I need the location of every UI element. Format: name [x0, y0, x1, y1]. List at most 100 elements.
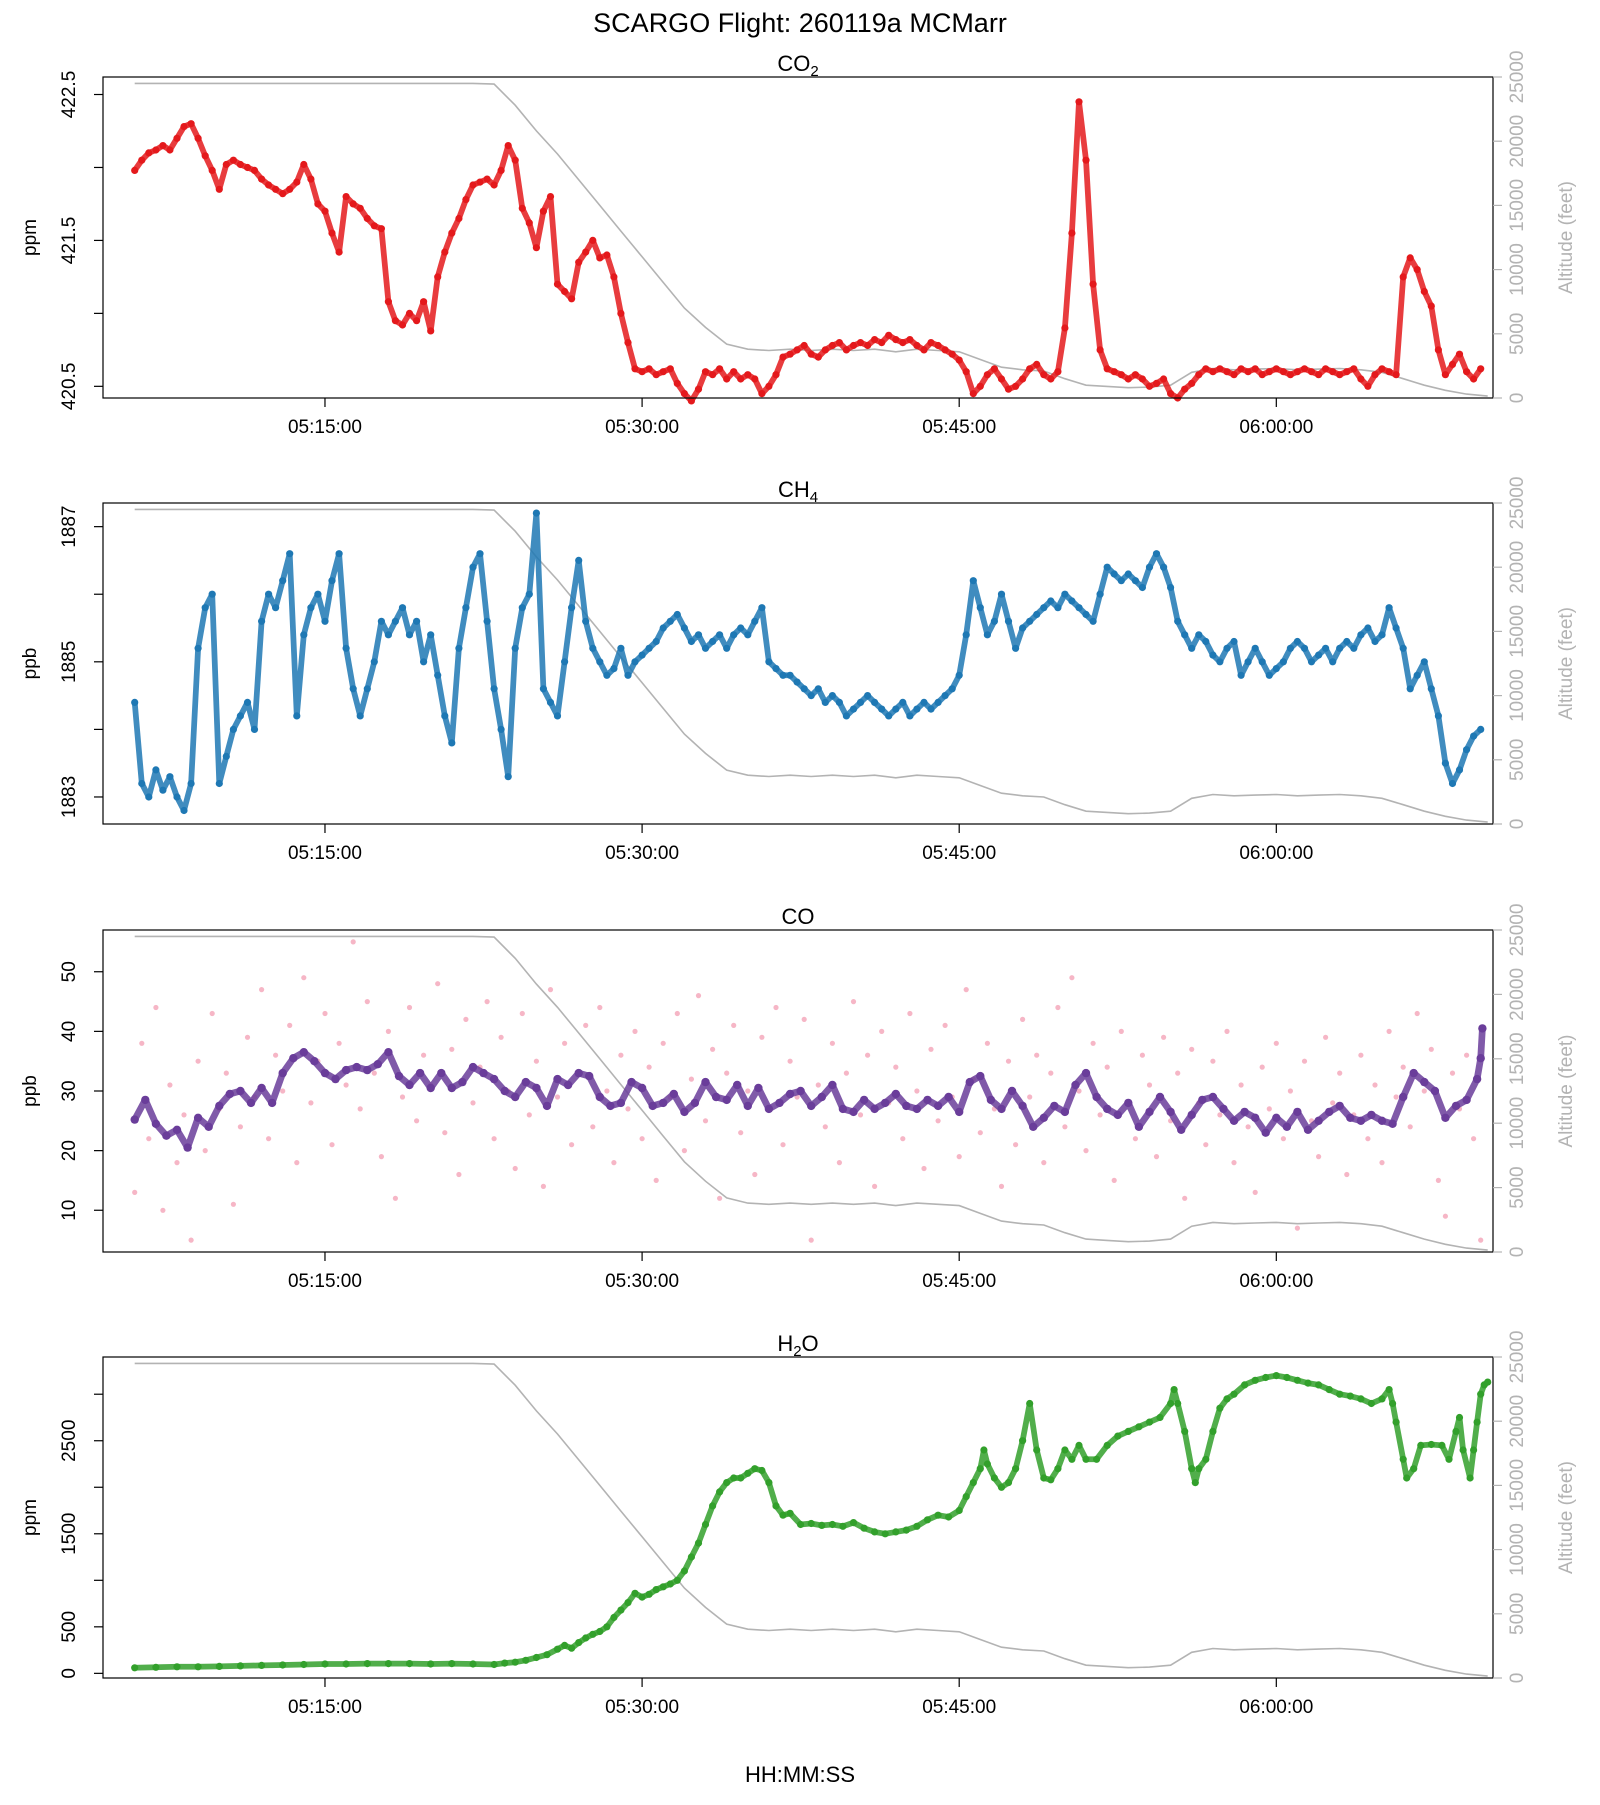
- x-tick-label: 05:45:00: [922, 417, 996, 438]
- data-point: [540, 1183, 547, 1189]
- data-point: [1238, 1082, 1244, 1088]
- data-point: [1471, 1136, 1477, 1142]
- x-tick-label: 06:00:00: [1239, 843, 1313, 864]
- data-point: [350, 939, 356, 945]
- data-point: [1280, 1136, 1286, 1142]
- data-point: [547, 987, 554, 993]
- data-point: [787, 1058, 793, 1064]
- data-point: [301, 975, 307, 981]
- altitude-line: [134, 82, 1488, 397]
- data-point: [653, 1177, 659, 1183]
- data-point: [646, 1064, 652, 1070]
- data-point: [512, 1165, 518, 1172]
- data-point: [984, 1040, 991, 1046]
- data-point: [1435, 1177, 1441, 1183]
- y2-tick-label: 15000: [1507, 1459, 1528, 1512]
- data-point: [1316, 1154, 1322, 1160]
- data-point: [914, 1088, 920, 1094]
- data-point: [1344, 1171, 1350, 1178]
- y2-axis-label: Altitude (feet): [1556, 181, 1577, 294]
- y-tick-label: 20: [59, 1140, 80, 1161]
- data-point: [1182, 1195, 1188, 1201]
- data-point: [893, 1064, 899, 1070]
- panel-3: CO 05:15:00 05:30:00 05:45:00 06:00:00 10 20 30…: [20, 904, 1577, 1292]
- series-2: [130, 1024, 1487, 1152]
- data-point: [1217, 1112, 1223, 1118]
- plot-frame: [102, 502, 1494, 825]
- data-point: [717, 1195, 723, 1201]
- data-point: [865, 1052, 871, 1058]
- data-point: [1161, 1034, 1167, 1040]
- data-point: [1273, 1040, 1279, 1046]
- data-point: [195, 1058, 201, 1064]
- data-point: [702, 1118, 709, 1124]
- data-point: [554, 1094, 561, 1100]
- data-point: [1020, 1016, 1026, 1023]
- y2-tick-label: 5000: [1507, 1593, 1528, 1635]
- data-point: [294, 1160, 300, 1166]
- data-point: [1449, 1070, 1456, 1076]
- panel-title-suffix: O: [802, 1331, 819, 1356]
- data-point: [378, 1154, 384, 1160]
- data-point: [414, 1118, 420, 1124]
- data-point: [815, 1082, 821, 1088]
- data-point: [1041, 1160, 1047, 1166]
- panel-title: CO: [782, 904, 815, 929]
- data-point: [153, 1004, 159, 1011]
- panel-title-main: CO: [782, 904, 815, 929]
- series-trace: [131, 1372, 1491, 1671]
- plot-frame: [102, 76, 1494, 399]
- x-tick-label: 05:45:00: [922, 1271, 996, 1292]
- data-point: [724, 1070, 730, 1076]
- data-point: [1005, 1058, 1012, 1064]
- data-point: [632, 1028, 638, 1034]
- series-1: [131, 98, 1485, 405]
- data-point: [1111, 1177, 1117, 1183]
- altitude-line: [134, 1362, 1488, 1677]
- data-point: [963, 987, 969, 993]
- x-tick-label: 05:15:00: [288, 843, 362, 864]
- series-1: [131, 509, 1485, 815]
- data-point: [456, 1171, 462, 1178]
- y2-tick-label: 20000: [1507, 968, 1528, 1021]
- series-1: [132, 939, 1484, 1243]
- series-1: [131, 1372, 1492, 1672]
- y2-tick-label: 0: [1507, 1673, 1528, 1684]
- data-point: [1062, 1124, 1068, 1130]
- y2-tick-label: 20000: [1507, 541, 1528, 594]
- panel-2: CH4 05:15:00 05:30:00 05:45:00 06:00:00 1883 1…: [20, 477, 1577, 864]
- y2-tick-label: 10000: [1507, 1097, 1528, 1150]
- data-point: [731, 1022, 737, 1028]
- data-point: [857, 1112, 864, 1118]
- panel-title: H2O: [777, 1331, 818, 1360]
- data-point: [752, 1171, 758, 1178]
- data-point: [1464, 1052, 1470, 1058]
- y-tick-label: 500: [59, 1611, 80, 1643]
- data-point: [526, 1112, 532, 1118]
- data-point: [1013, 1142, 1019, 1148]
- y-tick-label: 1885: [59, 641, 80, 683]
- data-point: [1442, 1213, 1448, 1219]
- x-tick-label: 05:15:00: [288, 1271, 362, 1292]
- data-point: [343, 1082, 349, 1088]
- data-point: [1210, 1058, 1216, 1064]
- data-point: [1090, 1040, 1096, 1046]
- data-point: [977, 1130, 983, 1136]
- data-point: [1323, 1034, 1329, 1040]
- data-point: [287, 1022, 293, 1028]
- data-point: [1301, 1058, 1308, 1064]
- y2-tick-label: 10000: [1507, 243, 1528, 296]
- data-point: [611, 1160, 617, 1166]
- data-point: [1175, 1070, 1181, 1076]
- data-point: [604, 1088, 610, 1094]
- data-point: [223, 1070, 229, 1076]
- y-axis-label: ppm: [20, 219, 41, 256]
- y-tick-label: 422.5: [59, 71, 80, 119]
- y2-tick-label: 5000: [1507, 313, 1528, 355]
- data-point: [1294, 1225, 1300, 1231]
- data-point: [1097, 1112, 1103, 1118]
- data-point: [237, 1124, 243, 1130]
- data-point: [329, 1142, 335, 1148]
- x-tick-label: 05:30:00: [605, 843, 679, 864]
- data-point: [519, 1010, 525, 1017]
